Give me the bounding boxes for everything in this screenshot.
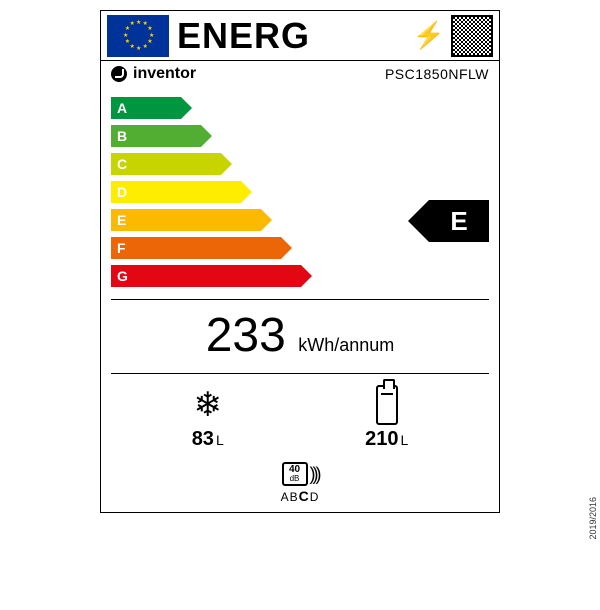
speaker-icon: 40 dB ))) (282, 462, 319, 486)
noise-class-C: C (299, 488, 310, 504)
bottle-icon (365, 382, 408, 428)
consumption-unit: kWh/annum (298, 335, 394, 356)
freezer-spec: ❄ 83L (192, 382, 224, 451)
noise-class-B: B (290, 490, 299, 504)
brand: inventor (111, 65, 196, 83)
compartments-row: ❄ 83L 210L (111, 373, 489, 455)
noise-db-unit: dB (290, 475, 300, 483)
fridge-spec: 210L (365, 382, 408, 451)
fridge-value: 210 (365, 428, 398, 450)
header: ★★★★★★★★★★★★ ENERG ⚡ (101, 11, 499, 61)
lightning-icon: ⚡ (413, 20, 445, 51)
regulation-ref: 2019/2016 (588, 497, 598, 540)
energy-label: ★★★★★★★★★★★★ ENERG ⚡ inventor PSC1850NFL… (100, 10, 500, 513)
rating-letter: E (429, 200, 489, 242)
brand-logo-icon (111, 66, 127, 82)
noise-row: 40 dB ))) ABCD (101, 455, 499, 512)
noise-class-scale: ABCD (101, 488, 499, 504)
efficiency-bar-F: F (111, 237, 281, 259)
consumption-value: 233 (206, 308, 286, 363)
freezer-value: 83 (192, 428, 214, 450)
snowflake-icon: ❄ (192, 382, 224, 428)
energy-title: ENERG (175, 15, 407, 57)
model-number: PSC1850NFLW (385, 66, 489, 82)
brand-name: inventor (133, 65, 196, 83)
efficiency-bar-D: D (111, 181, 241, 203)
efficiency-bar-E: E (111, 209, 261, 231)
efficiency-bar-G: G (111, 265, 301, 287)
eu-flag-icon: ★★★★★★★★★★★★ (107, 15, 169, 57)
sound-waves-icon: ))) (310, 464, 319, 485)
rating-arrow: E (429, 200, 489, 242)
noise-class-A: A (281, 490, 290, 504)
efficiency-bars: ABCDEFG (111, 95, 301, 291)
fridge-unit: L (401, 432, 409, 448)
efficiency-chart: ABCDEFG E (101, 89, 499, 299)
qr-code-icon (451, 15, 493, 57)
annual-consumption: 233 kWh/annum (111, 299, 489, 373)
brand-row: inventor PSC1850NFLW (101, 61, 499, 89)
noise-class-D: D (310, 490, 320, 504)
efficiency-bar-C: C (111, 153, 221, 175)
freezer-unit: L (216, 432, 224, 448)
efficiency-bar-A: A (111, 97, 181, 119)
efficiency-bar-B: B (111, 125, 201, 147)
